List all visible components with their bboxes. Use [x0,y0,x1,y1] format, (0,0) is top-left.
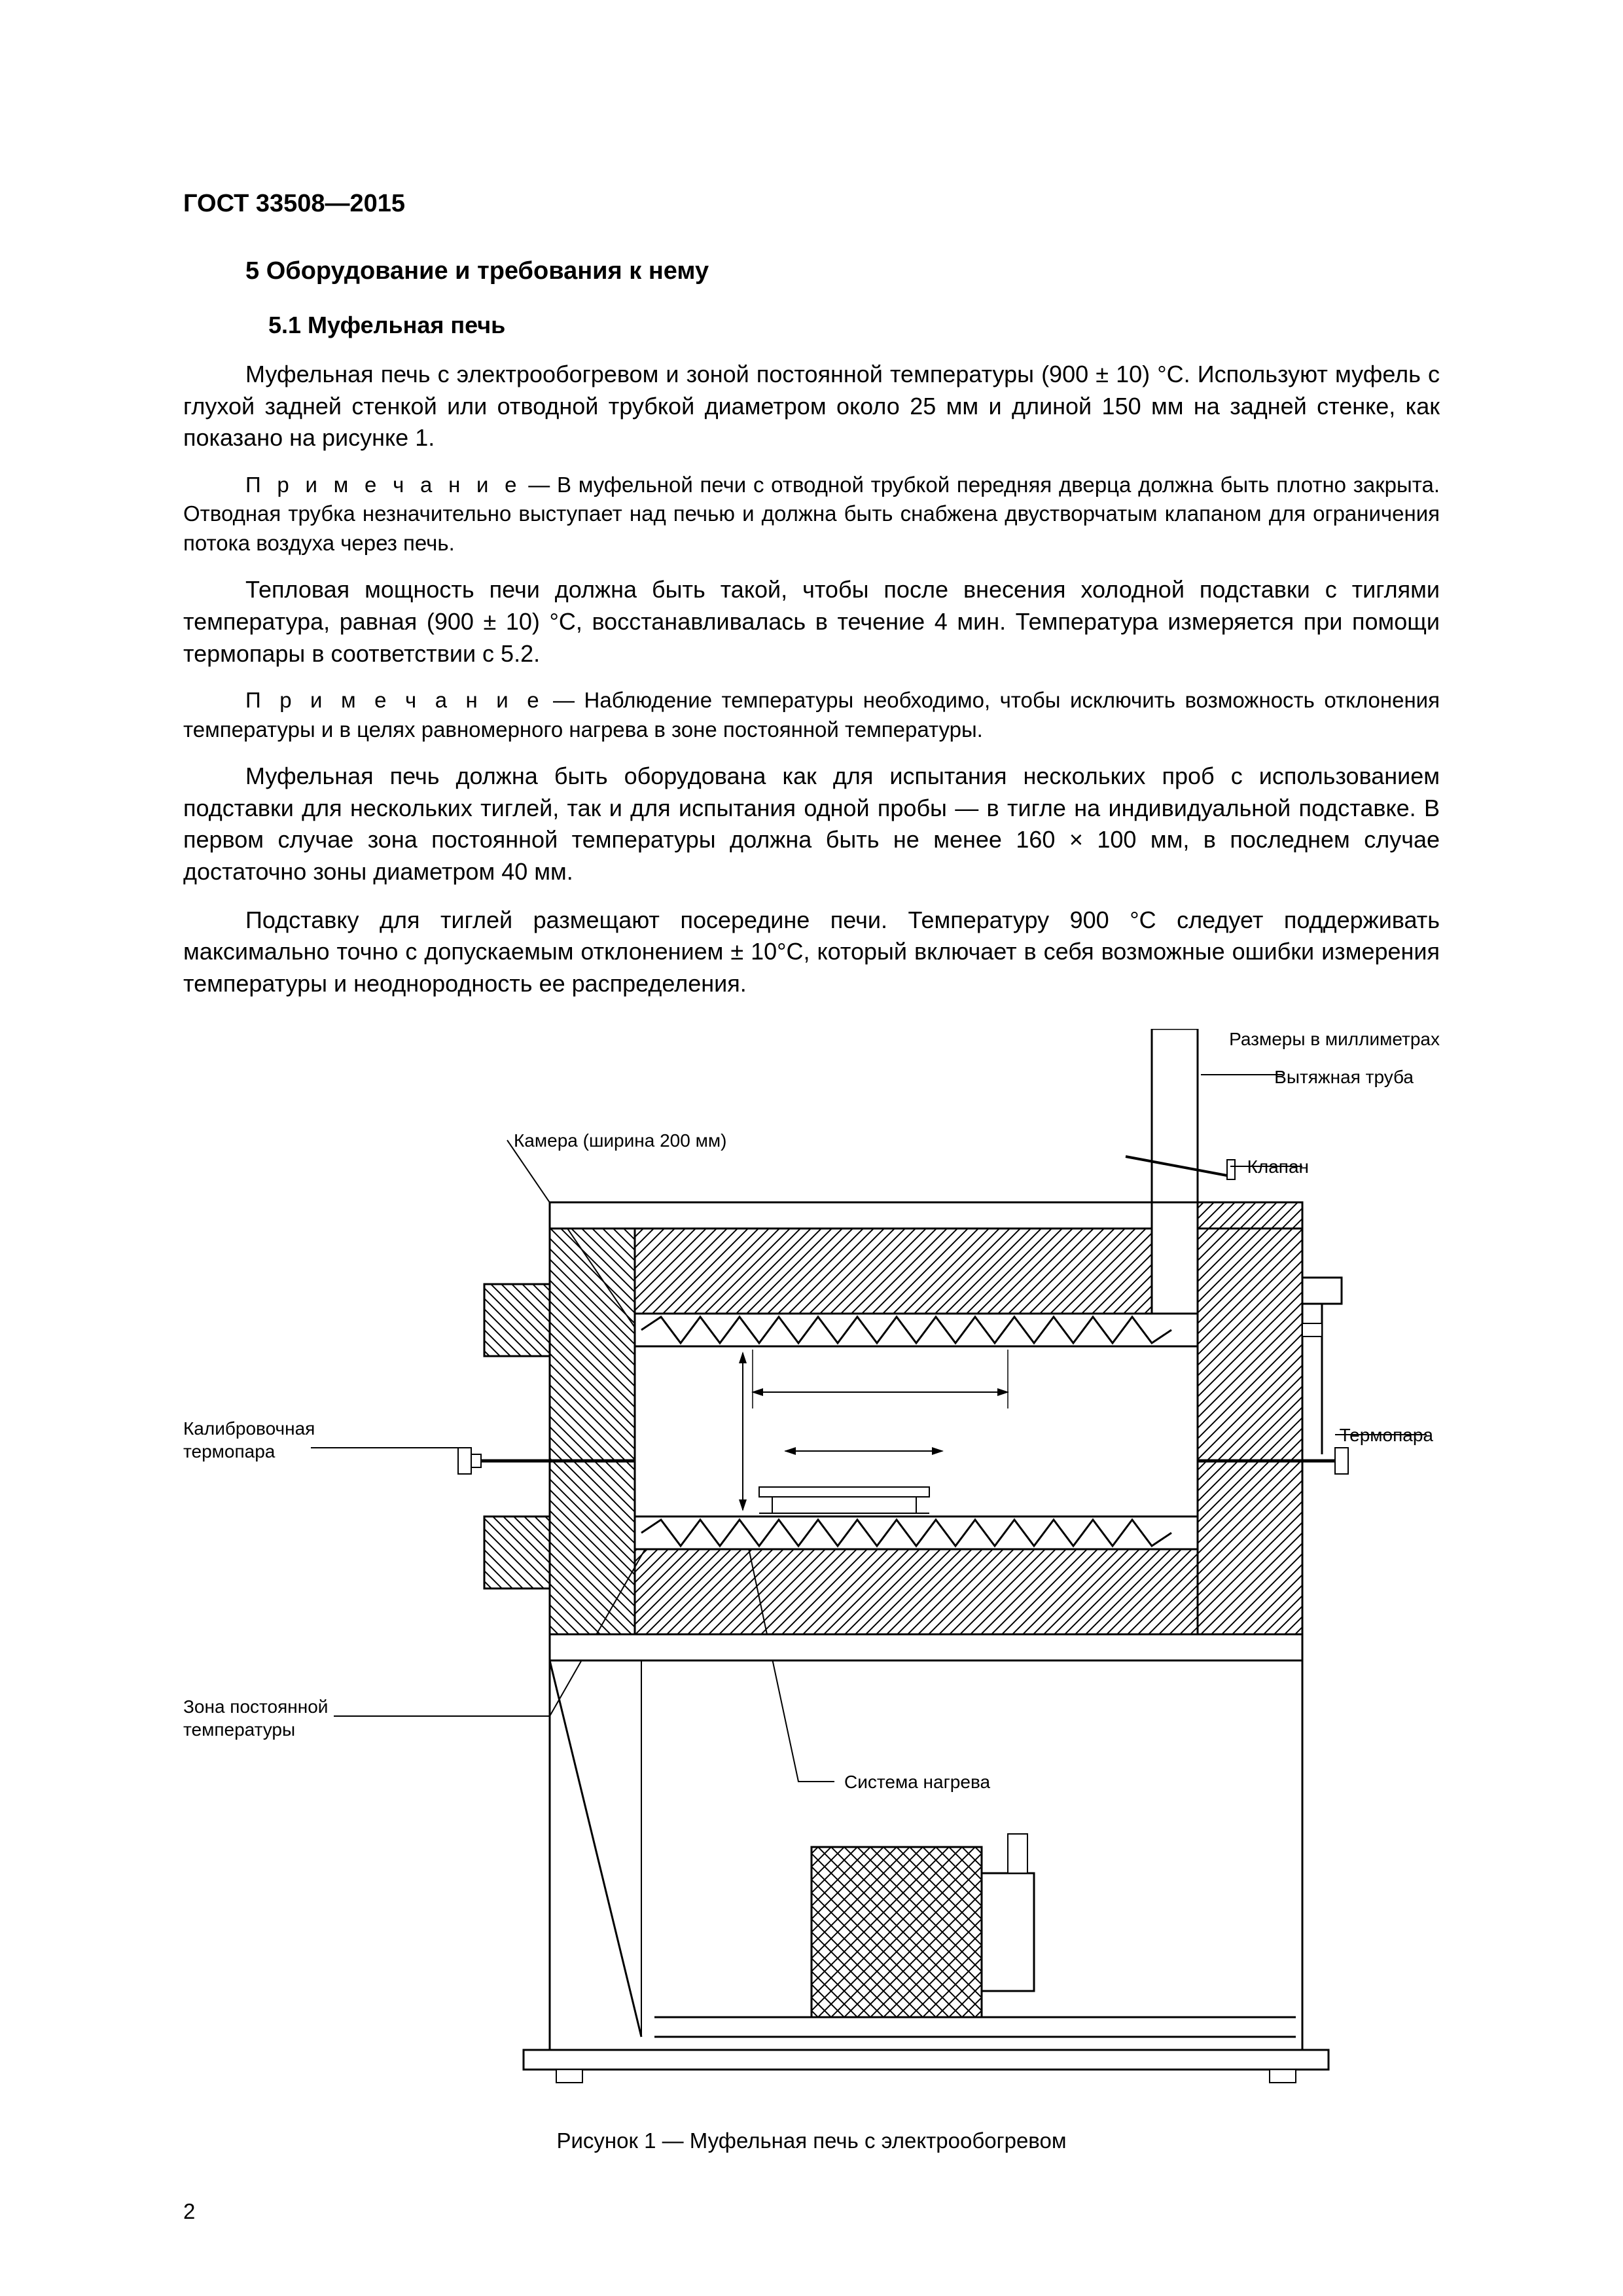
note-1-lead: П р и м е ч а н и е [245,473,522,497]
subsection-title: 5.1 Муфельная печь [183,312,1440,339]
furnace-diagram [183,1029,1440,2089]
page-number: 2 [183,2199,195,2224]
para-2: Тепловая мощность печи должна быть такой… [183,574,1440,670]
figure-caption: Рисунок 1 — Муфельная печь с электрообог… [183,2128,1440,2153]
note-2: П р и м е ч а н и е — Наблюдение темпера… [183,686,1440,744]
para-1: Муфельная печь с электрообогревом и зоно… [183,359,1440,454]
para-4: Подставку для тиглей размещают посередин… [183,905,1440,1000]
section-title: 5 Оборудование и требования к нему [183,257,1440,285]
para-3: Муфельная печь должна быть оборудована к… [183,761,1440,888]
figure-1: Размеры в миллиметрах Вытяжная труба Кла… [183,1029,1440,2089]
note-1: П р и м е ч а н и е — В муфельной печи с… [183,471,1440,558]
note-2-lead: П р и м е ч а н и е [245,688,544,712]
doc-header: ГОСТ 33508—2015 [183,190,1440,218]
